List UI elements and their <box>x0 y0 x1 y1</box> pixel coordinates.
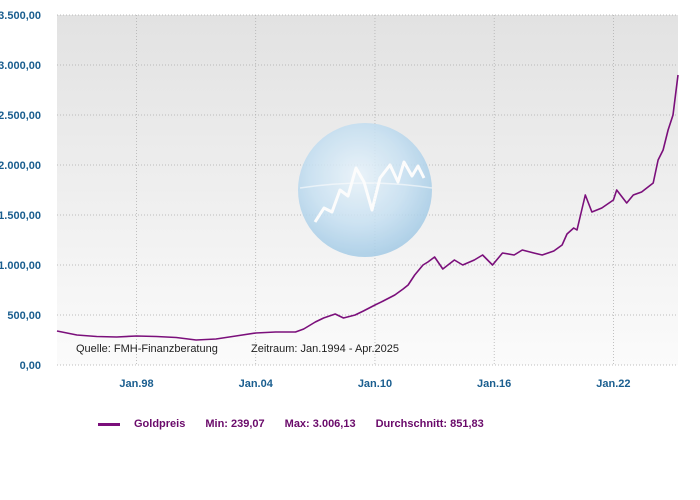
y-tick-label: 1.500,00 <box>0 210 41 222</box>
y-tick-label: 2.500,00 <box>0 110 41 122</box>
legend-swatch-goldpreis <box>98 422 120 426</box>
y-tick-label: 500,00 <box>7 310 41 322</box>
y-tick-label: 3.500,00 <box>0 10 41 22</box>
gold-price-chart: 0,00 500,00 1.000,00 1.500,00 2.000,00 2.500,… <box>0 10 679 390</box>
x-tick-label: Jan.98 <box>119 378 153 390</box>
x-tick-label: Jan.10 <box>358 378 392 390</box>
y-tick-label: 3.000,00 <box>0 60 41 72</box>
y-axis-ticks: 0,00 500,00 1.000,00 1.500,00 2.000,00 2.500,… <box>0 10 41 372</box>
x-axis-ticks: Jan.98 Jan.04 Jan.10 Jan.16 Jan.22 <box>119 378 630 390</box>
watermark-globe-icon <box>298 123 433 257</box>
legend-average: Durchschnitt: 851,83 <box>375 418 484 430</box>
x-tick-label: Jan.22 <box>596 378 630 390</box>
legend-min: Min: 239,07 <box>205 418 265 430</box>
y-tick-label: 2.000,00 <box>0 160 41 172</box>
annotation-source: Quelle: FMH-Finanzberatung <box>76 343 218 355</box>
x-tick-label: Jan.04 <box>239 378 274 390</box>
y-tick-label: 1.000,00 <box>0 260 41 272</box>
y-tick-label: 0,00 <box>20 360 41 372</box>
legend: Goldpreis Min: 239,07 Max: 3.006,13 Durc… <box>98 417 504 431</box>
legend-max: Max: 3.006,13 <box>284 418 356 430</box>
x-tick-label: Jan.16 <box>477 378 511 390</box>
series-line-goldpreis <box>56 74 679 341</box>
annotation-period: Zeitraum: Jan.1994 - Apr.2025 <box>251 343 399 355</box>
legend-series-label: Goldpreis <box>134 418 186 430</box>
